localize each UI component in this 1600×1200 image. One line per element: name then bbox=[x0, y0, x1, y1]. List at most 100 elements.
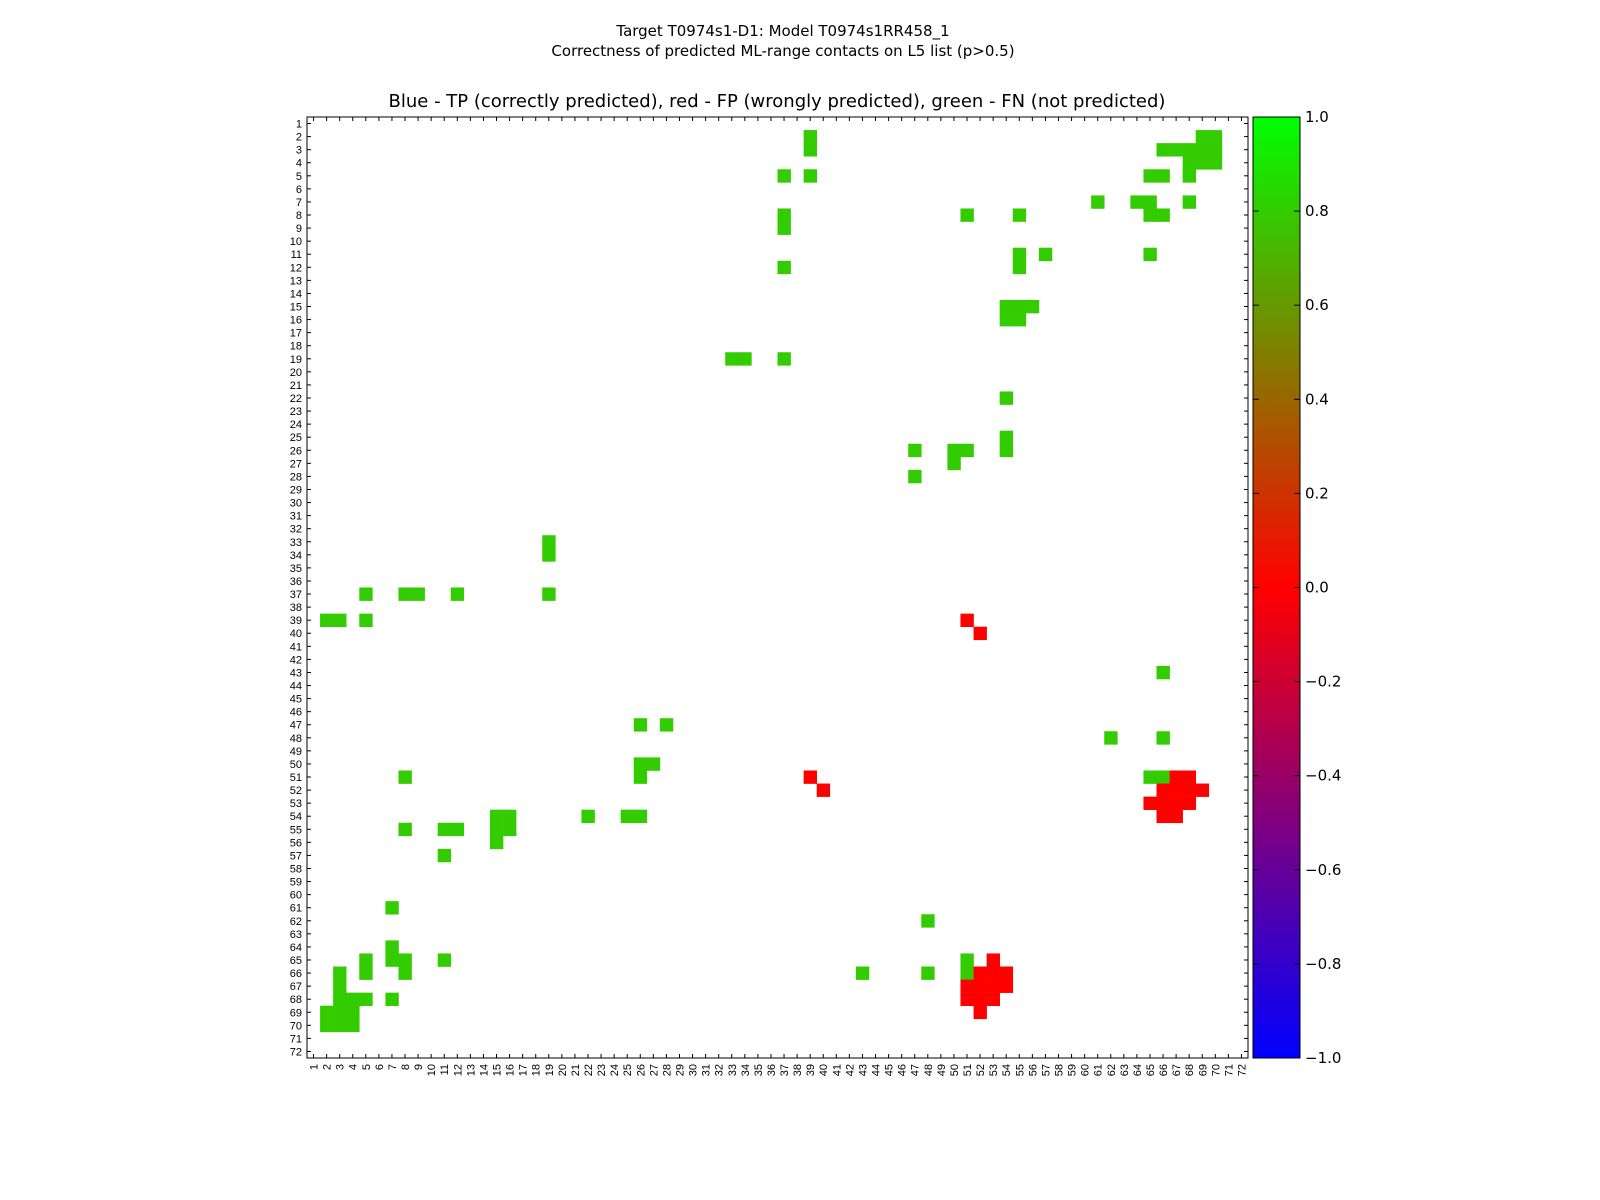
y-tick-label: 5 bbox=[296, 171, 302, 183]
y-tick-label: 39 bbox=[290, 615, 302, 627]
cell-false-negative bbox=[1156, 169, 1170, 183]
x-tick-label: 37 bbox=[779, 1064, 791, 1076]
y-tick-label: 24 bbox=[290, 419, 302, 431]
colorbar-tick-label: 1.0 bbox=[1305, 108, 1329, 126]
cell-false-negative bbox=[333, 1018, 347, 1033]
x-tick-label: 12 bbox=[452, 1064, 464, 1076]
cell-false-negative bbox=[503, 809, 517, 824]
axis-ticks: 1122334455667788991010111112121313141415… bbox=[290, 117, 1248, 1076]
y-tick-label: 6 bbox=[296, 184, 302, 196]
x-tick-label: 46 bbox=[897, 1064, 909, 1076]
y-tick-label: 66 bbox=[290, 968, 302, 980]
x-tick-label: 40 bbox=[818, 1064, 830, 1076]
cell-false-negative bbox=[633, 809, 648, 824]
y-tick-label: 59 bbox=[290, 877, 302, 889]
x-tick-label: 13 bbox=[465, 1064, 477, 1076]
cell-false-negative bbox=[908, 443, 922, 458]
heatmap-cells bbox=[320, 130, 1223, 1033]
cell-false-negative bbox=[450, 587, 465, 601]
cell-false-negative bbox=[437, 953, 452, 967]
y-tick-label: 61 bbox=[290, 903, 302, 915]
cell-false-negative bbox=[725, 352, 739, 366]
cell-false-negative bbox=[1208, 130, 1223, 144]
x-tick-label: 51 bbox=[962, 1064, 974, 1076]
x-tick-label: 70 bbox=[1210, 1064, 1222, 1076]
y-tick-label: 49 bbox=[290, 746, 302, 758]
x-tick-label: 48 bbox=[923, 1064, 935, 1076]
cell-false-positive bbox=[1143, 796, 1157, 810]
y-tick-label: 30 bbox=[290, 498, 302, 510]
cell-false-negative bbox=[1143, 208, 1157, 222]
x-tick-label: 31 bbox=[701, 1064, 713, 1076]
x-tick-label: 60 bbox=[1080, 1064, 1092, 1076]
y-tick-label: 64 bbox=[290, 942, 302, 954]
x-tick-label: 11 bbox=[439, 1064, 451, 1075]
x-tick-label: 5 bbox=[361, 1064, 373, 1070]
cell-false-negative bbox=[489, 822, 504, 837]
x-tick-label: 72 bbox=[1236, 1064, 1248, 1076]
cell-false-negative bbox=[1156, 770, 1170, 784]
y-tick-label: 45 bbox=[290, 694, 302, 706]
cell-false-positive bbox=[999, 979, 1014, 993]
colorbar-tick-label: −0.2 bbox=[1305, 673, 1341, 691]
y-tick-label: 21 bbox=[290, 380, 302, 392]
cell-false-negative bbox=[1195, 130, 1210, 144]
x-tick-label: 50 bbox=[949, 1064, 961, 1076]
cell-false-negative bbox=[659, 718, 674, 732]
cell-false-negative bbox=[960, 966, 974, 980]
cell-false-negative bbox=[738, 352, 752, 366]
colorbar-tick-label: 0.2 bbox=[1305, 484, 1329, 502]
y-tick-label: 25 bbox=[290, 432, 302, 444]
plot-subtitle: Blue - TP (correctly predicted), red - F… bbox=[388, 91, 1166, 112]
cell-false-negative bbox=[437, 848, 452, 863]
cell-false-negative bbox=[1169, 143, 1183, 157]
cell-false-negative bbox=[1104, 731, 1118, 745]
colorbar-tick-label: −0.4 bbox=[1305, 767, 1341, 785]
cell-false-negative bbox=[1091, 195, 1105, 209]
cell-false-negative bbox=[450, 822, 465, 837]
x-tick-label: 16 bbox=[505, 1064, 517, 1076]
cell-false-negative bbox=[398, 822, 412, 837]
x-tick-label: 27 bbox=[648, 1064, 660, 1076]
x-tick-label: 21 bbox=[570, 1064, 582, 1076]
cell-false-negative bbox=[398, 587, 412, 601]
y-tick-label: 32 bbox=[290, 524, 302, 536]
y-tick-label: 4 bbox=[296, 158, 302, 170]
cell-false-positive bbox=[960, 992, 974, 1007]
x-tick-label: 3 bbox=[335, 1064, 347, 1070]
y-tick-label: 57 bbox=[290, 850, 302, 862]
cell-false-negative bbox=[489, 809, 504, 824]
cell-false-negative bbox=[1156, 143, 1170, 157]
cell-false-positive bbox=[1169, 770, 1183, 784]
x-tick-label: 32 bbox=[714, 1064, 726, 1076]
cell-false-negative bbox=[1143, 770, 1157, 784]
cell-false-negative bbox=[1012, 260, 1027, 275]
cell-false-negative bbox=[777, 169, 791, 183]
y-tick-label: 44 bbox=[290, 681, 302, 693]
y-tick-label: 43 bbox=[290, 667, 302, 679]
cell-false-negative bbox=[1195, 143, 1210, 157]
x-tick-label: 61 bbox=[1093, 1064, 1105, 1076]
cell-false-negative bbox=[1012, 313, 1027, 327]
cell-false-negative bbox=[542, 548, 556, 562]
y-tick-label: 55 bbox=[290, 824, 302, 836]
cell-false-negative bbox=[359, 587, 373, 601]
cell-false-negative bbox=[333, 1005, 347, 1020]
x-tick-label: 39 bbox=[805, 1064, 817, 1076]
y-tick-label: 12 bbox=[290, 262, 302, 274]
y-tick-label: 1 bbox=[296, 119, 302, 131]
cell-false-negative bbox=[1156, 208, 1170, 222]
cell-false-negative bbox=[999, 443, 1014, 458]
cell-false-positive bbox=[1156, 796, 1170, 810]
x-tick-label: 66 bbox=[1158, 1064, 1170, 1076]
cell-false-negative bbox=[1208, 143, 1223, 157]
y-tick-label: 11 bbox=[291, 249, 302, 261]
cell-false-negative bbox=[633, 757, 648, 771]
cell-false-negative bbox=[1182, 156, 1197, 170]
x-tick-label: 33 bbox=[727, 1064, 739, 1076]
colorbar-tick-label: 0.0 bbox=[1305, 579, 1329, 597]
cell-false-negative bbox=[633, 718, 648, 732]
cell-false-negative bbox=[921, 914, 935, 928]
x-tick-label: 52 bbox=[975, 1064, 987, 1076]
